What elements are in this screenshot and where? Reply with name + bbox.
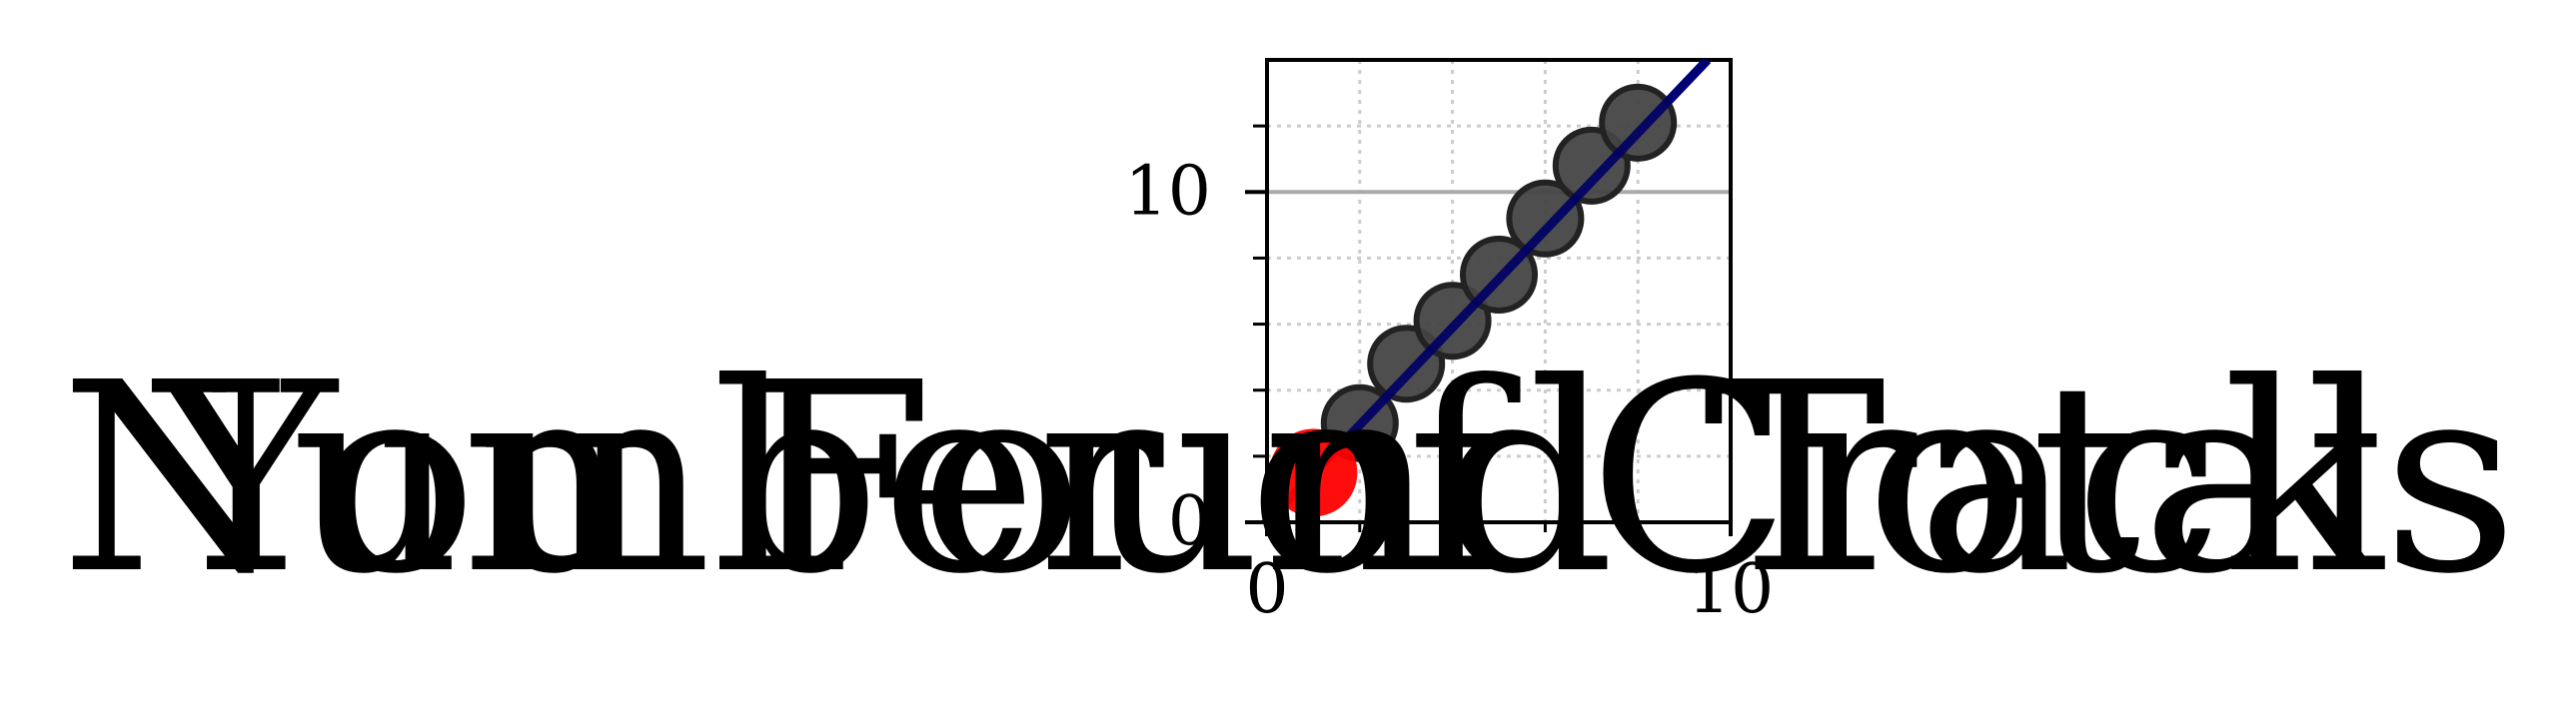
- x-tick-label: 10: [1688, 550, 1775, 629]
- series-layer: [1267, 60, 1712, 522]
- highlight-point: [1269, 428, 1358, 517]
- ticks-layer: 0 10 0 10: [1124, 124, 1775, 629]
- overlay-label-primary: Number of Cracks: [60, 327, 2518, 631]
- y-tick-label: 10: [1124, 152, 1211, 231]
- overlay-label-secondary: You Found Total: [151, 327, 2393, 631]
- y-tick-label: 0: [1168, 482, 1211, 561]
- data-point: [1599, 83, 1678, 162]
- x-tick-label: 0: [1245, 550, 1288, 629]
- data-point: [1506, 179, 1585, 258]
- plot-frame: [1265, 58, 1733, 524]
- axes-layer: [1265, 58, 1733, 524]
